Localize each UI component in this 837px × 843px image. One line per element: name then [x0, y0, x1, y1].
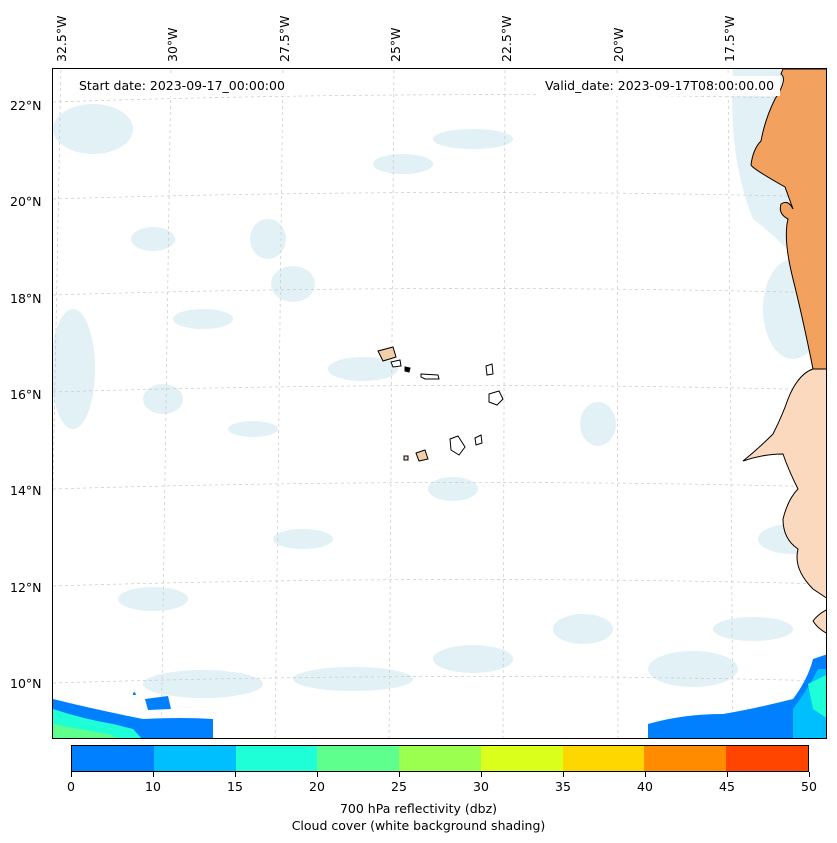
cloud-cover-shading	[53, 69, 826, 698]
lon-label-22-5w: 22.5°W	[499, 15, 514, 62]
lon-label-17-5w: 17.5°W	[722, 15, 737, 62]
colorbar	[71, 745, 809, 772]
colorbar-label-cloud-cover: Cloud cover (white background shading)	[291, 818, 546, 833]
africa-land-south-tip	[812, 609, 826, 634]
colorbar-segment	[726, 746, 809, 771]
valid-date-label: Valid_date: 2023-09-17T08:00:00.00	[539, 76, 781, 96]
colorbar-tick-label: 40	[637, 779, 653, 794]
colorbar-tick-label: 15	[227, 779, 243, 794]
lat-label-20n: 20°N	[10, 194, 42, 209]
colorbar-label-reflectivity: 700 hPa reflectivity (dbz)	[339, 801, 498, 816]
colorbar-tick-label: 30	[473, 779, 489, 794]
map-canvas	[53, 69, 826, 738]
colorbar-tick-label: 0	[67, 779, 75, 794]
colorbar-tick-label: 50	[801, 779, 817, 794]
africa-land-north	[750, 69, 826, 370]
colorbar-tick	[480, 772, 482, 777]
colorbar-tick	[316, 772, 318, 777]
lon-label-20w: 20°W	[611, 27, 626, 62]
lon-label-27-5w: 27.5°W	[277, 15, 292, 62]
map-area	[52, 68, 827, 739]
colorbar-tick	[234, 772, 236, 777]
lat-label-22n: 22°N	[10, 98, 42, 113]
lat-label-12n: 12°N	[10, 580, 42, 595]
colorbar-tick	[152, 772, 154, 777]
lat-label-18n: 18°N	[10, 291, 42, 306]
colorbar-tick	[644, 772, 646, 777]
lat-label-10n: 10°N	[10, 676, 42, 691]
lon-label-32-5w: 32.5°W	[54, 15, 69, 62]
colorbar-segment	[480, 746, 563, 771]
colorbar-tick-label: 10	[145, 779, 161, 794]
colorbar-tick	[70, 772, 72, 777]
lat-label-16n: 16°N	[10, 387, 42, 402]
colorbar-tick-label: 45	[719, 779, 735, 794]
colorbar-tick-label: 20	[309, 779, 325, 794]
colorbar-tick	[726, 772, 728, 777]
colorbar-tick	[398, 772, 400, 777]
start-date-label: Start date: 2023-09-17_00:00:00	[73, 76, 291, 96]
reflectivity-patches	[53, 654, 826, 738]
colorbar-segment	[153, 746, 236, 771]
colorbar-tick	[808, 772, 810, 777]
colorbar-tick-label: 25	[391, 779, 407, 794]
colorbar-segment	[399, 746, 481, 771]
africa-land-south	[742, 368, 826, 599]
cape-verde-islands	[377, 346, 504, 462]
colorbar-segment	[644, 746, 727, 771]
lon-label-25w: 25°W	[388, 27, 403, 62]
colorbar-tick-label: 35	[555, 779, 571, 794]
colorbar-tick	[562, 772, 564, 777]
colorbar-segment	[562, 746, 645, 771]
colorbar-segment	[235, 746, 318, 771]
gridlines	[53, 69, 826, 738]
lon-label-30w: 30°W	[165, 27, 180, 62]
colorbar-segment	[72, 746, 154, 771]
lat-label-14n: 14°N	[10, 483, 42, 498]
colorbar-segment	[317, 746, 400, 771]
